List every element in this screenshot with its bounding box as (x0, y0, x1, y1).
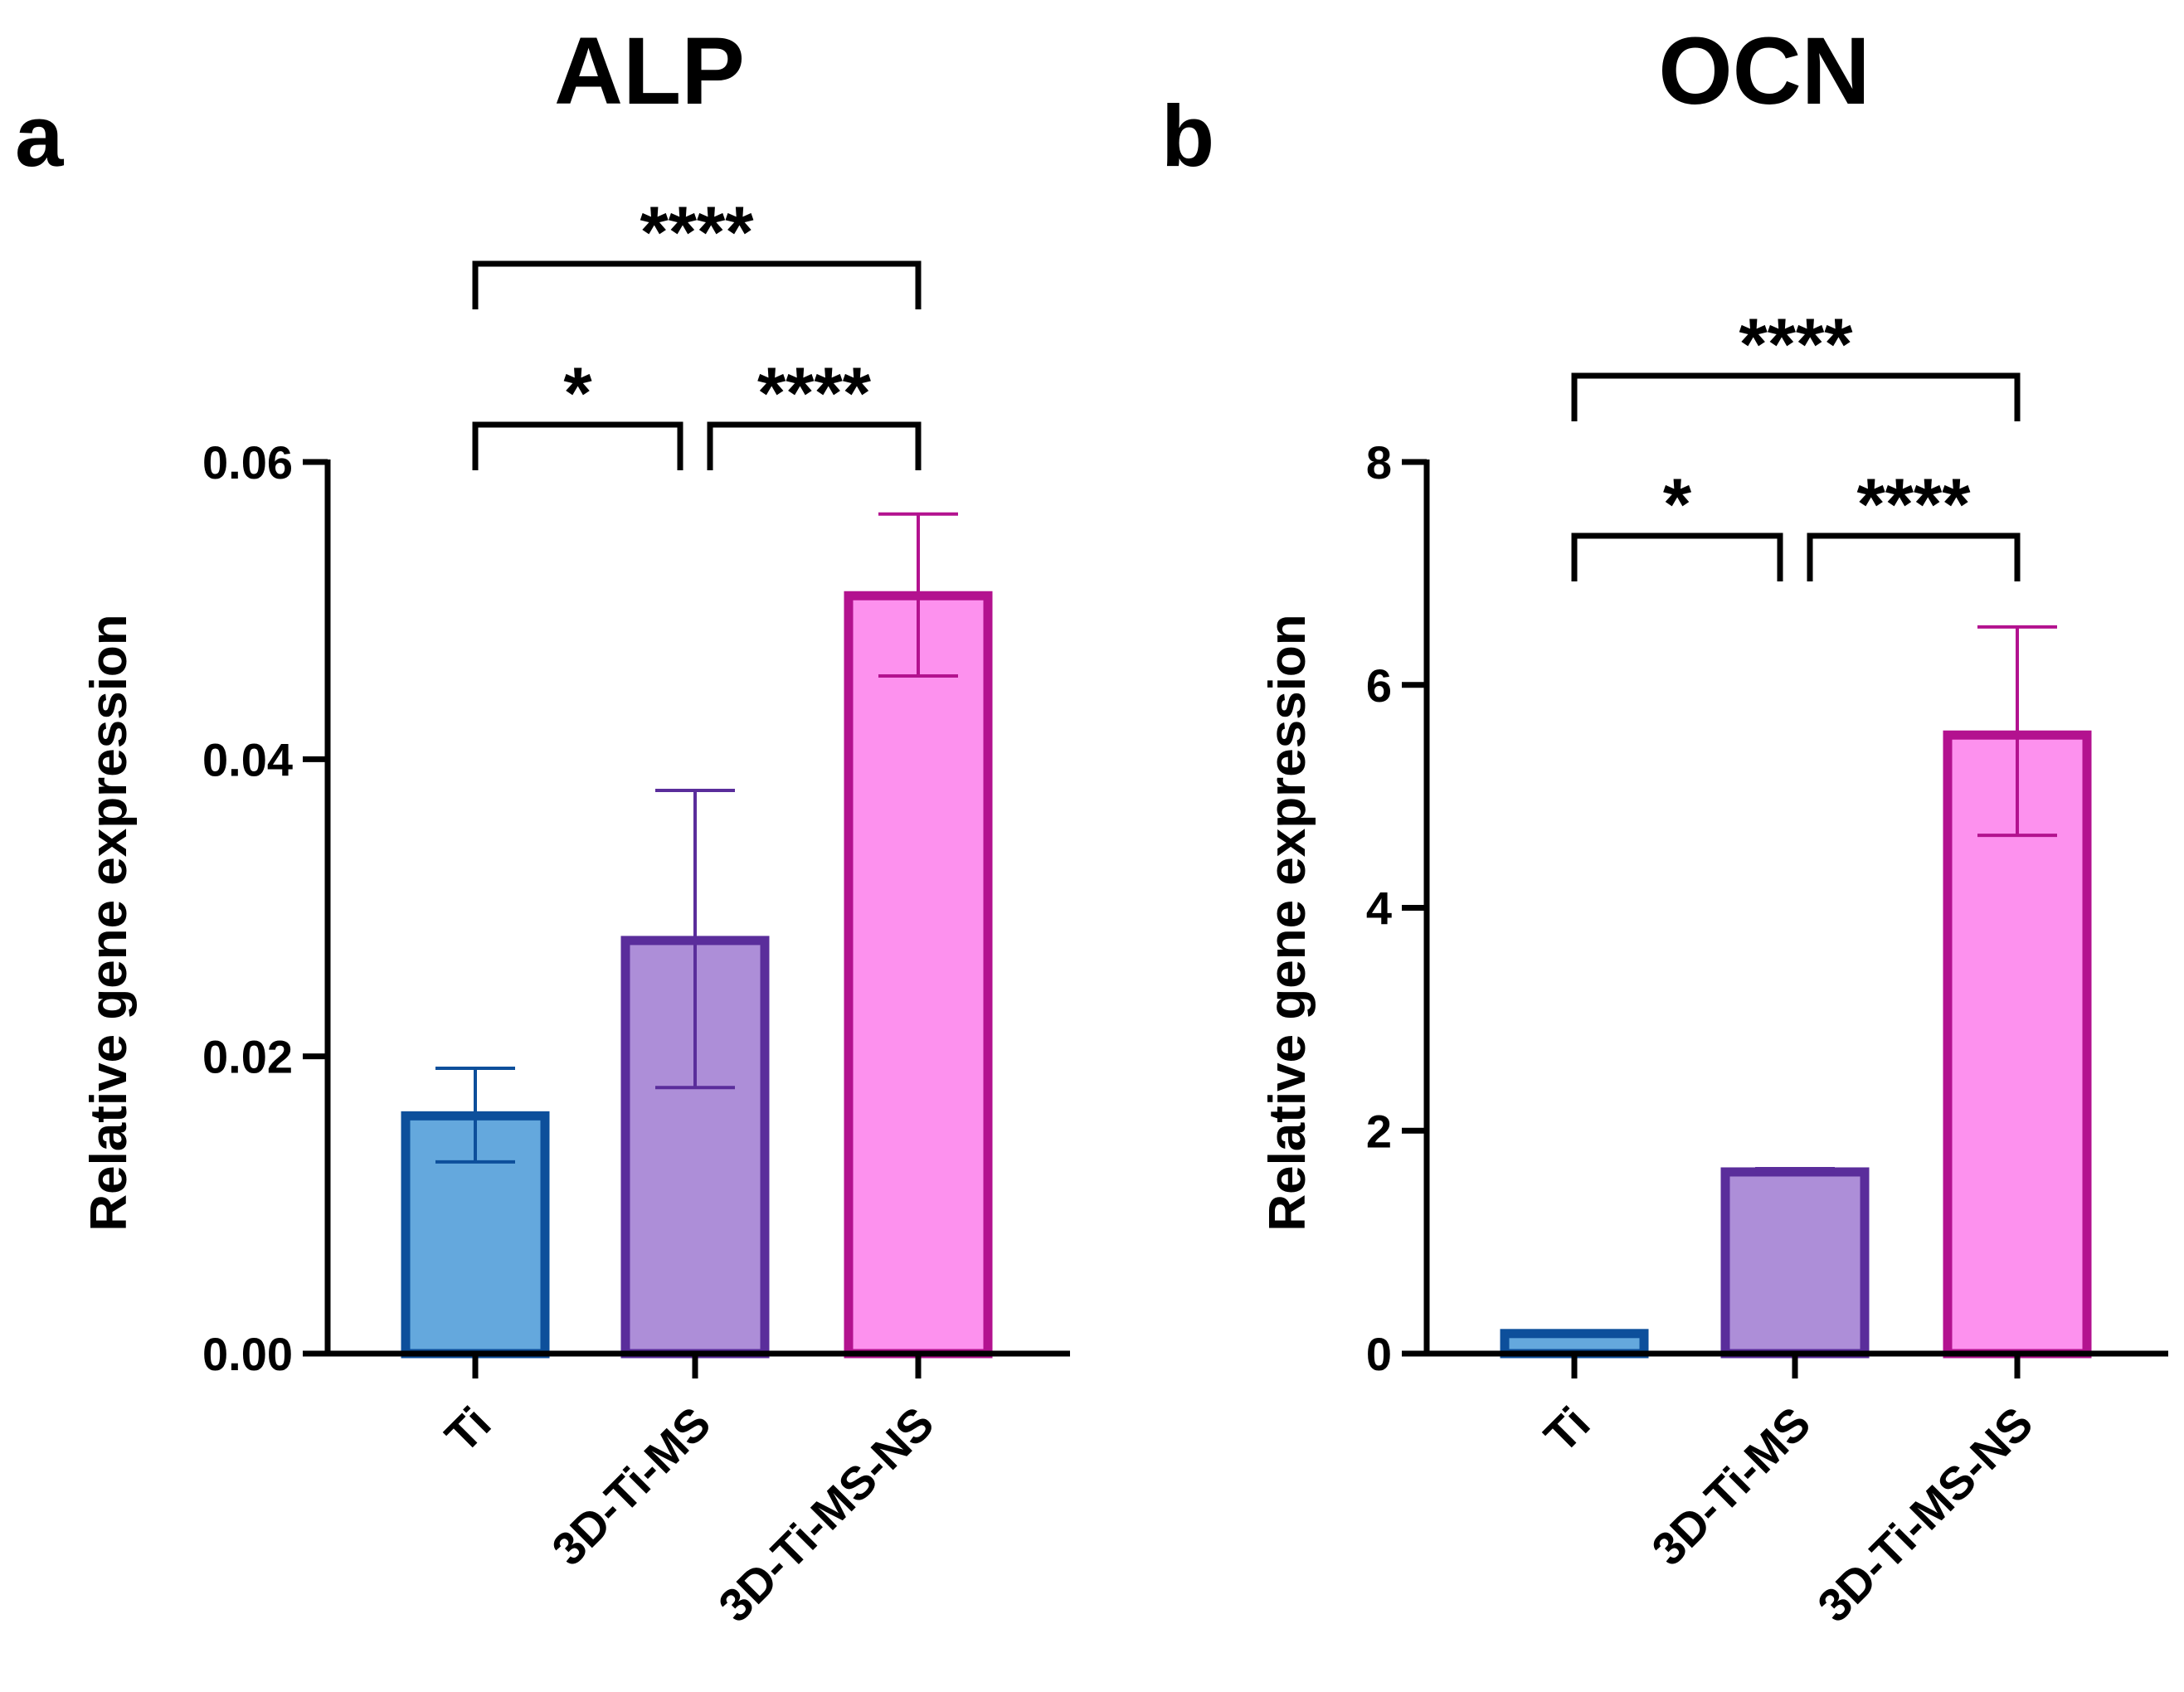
y-tick-label: 0.06 (202, 436, 293, 489)
y-tick-label: 8 (1366, 436, 1392, 489)
x-tick-label: Ti (435, 1397, 500, 1462)
error-bar-3d-ti-ms (655, 788, 735, 1090)
significance-bracket (472, 260, 922, 309)
panel-alp: a ALP Relative gene expression 0.00 0.02 0.… (15, 18, 1070, 1632)
y-tick-label: 4 (1366, 882, 1392, 935)
significance-bracket (472, 421, 683, 470)
y-tick-label: 6 (1366, 659, 1392, 712)
bar-3d-ti-ms-ns (1943, 730, 2092, 1359)
y-axis-label: Relative gene expression (1259, 614, 1316, 1231)
bar-3d-ti-ms-ns (844, 591, 993, 1359)
error-bar-3d-ti-ms-ns (1977, 625, 2057, 838)
error-bar-3d-ti-ms-ns (878, 512, 958, 678)
x-tick-label: Ti (1534, 1397, 1599, 1462)
error-bar-ti (1535, 1330, 1614, 1338)
y-axis-label: Relative gene expression (80, 614, 138, 1231)
y-tick-label: 0.02 (202, 1031, 293, 1083)
chart-title-ocn: OCN (1658, 18, 1870, 124)
significance-bracket (707, 421, 922, 470)
x-tick-label: 3D-Ti-MS-NS (708, 1397, 944, 1632)
y-tick-label: 0.04 (202, 733, 293, 785)
y-tick-label: 0 (1366, 1328, 1392, 1380)
error-bar-3d-ti-ms (1755, 1166, 1835, 1175)
significance-label: **** (640, 191, 755, 273)
error-bar-ti (435, 1067, 515, 1164)
significance-label: **** (1739, 303, 1854, 385)
significance-label: **** (1857, 463, 1972, 545)
y-tick-label: 2 (1366, 1105, 1392, 1157)
significance-label: * (563, 352, 592, 434)
significance-label: * (1663, 463, 1692, 545)
x-tick-label: 3D-Ti-MS (1642, 1397, 1820, 1575)
bar-3d-ti-ms (1720, 1167, 1870, 1359)
significance-label: **** (757, 352, 872, 434)
significance-bracket (1571, 532, 1783, 581)
significance-bracket (1571, 372, 2021, 421)
panel-ocn: b OCN Relative gene expression 0 2 4 6 8 Ti 3D-… (1161, 18, 2168, 1632)
x-tick-label: 3D-Ti-MS-NS (1807, 1397, 2043, 1632)
x-tick-label: 3D-Ti-MS (542, 1397, 720, 1575)
panel-letter-a: a (15, 88, 65, 185)
significance-bracket (1807, 532, 2021, 581)
chart-title-alp: ALP (554, 18, 745, 124)
panel-letter-b: b (1161, 88, 1214, 185)
y-tick-label: 0.00 (202, 1328, 293, 1380)
